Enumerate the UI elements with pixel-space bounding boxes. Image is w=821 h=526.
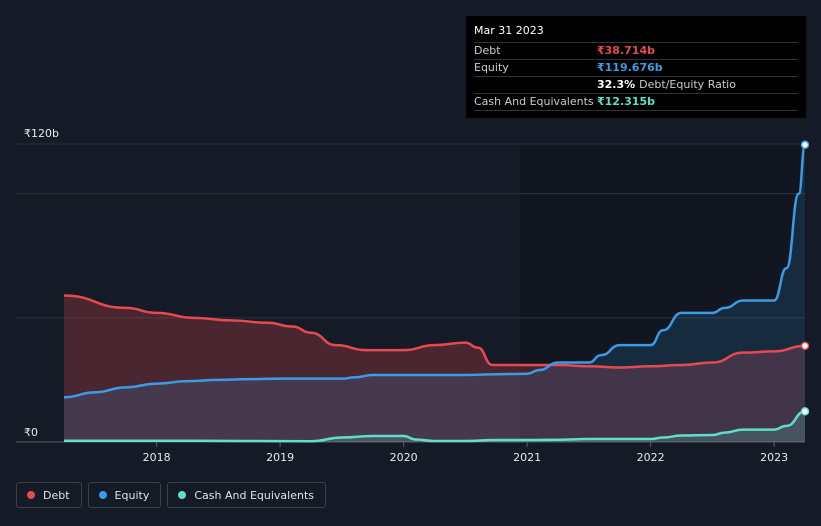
- series-area-debt: [64, 295, 805, 442]
- legend-label: Cash And Equivalents: [194, 488, 314, 502]
- tooltip-label: Equity: [474, 61, 509, 74]
- tooltip-date: Mar 31 2023: [474, 24, 544, 37]
- tooltip-row-equity: Equity ₹119.676b: [474, 59, 798, 76]
- x-tick-label: 2022: [637, 451, 665, 464]
- series-endpoint-marker: [800, 341, 810, 351]
- tooltip-value: ₹12.315b: [597, 95, 655, 108]
- tooltip-value: 32.3%: [597, 78, 636, 91]
- tooltip-label: Debt: [474, 44, 501, 57]
- legend-item-cash[interactable]: Cash And Equivalents: [167, 482, 326, 508]
- tooltip-label: [474, 77, 597, 93]
- x-tick-label: 2019: [266, 451, 294, 464]
- tooltip-label: Cash And Equivalents: [474, 95, 594, 108]
- legend-item-debt[interactable]: Debt: [16, 482, 82, 508]
- legend-item-equity[interactable]: Equity: [87, 482, 162, 508]
- y-tick-label: ₹120b: [24, 127, 59, 140]
- tooltip-panel: Mar 31 2023 Debt ₹38.714b Equity ₹119.67…: [466, 16, 806, 118]
- legend-label: Debt: [43, 488, 70, 502]
- x-tick-label: 2021: [513, 451, 541, 464]
- legend-dot-icon: [27, 491, 35, 499]
- tooltip-row-ratio: 32.3% Debt/Equity Ratio: [474, 76, 798, 93]
- series-area-cash-and-equivalents: [64, 411, 805, 442]
- legend-dot-icon: [98, 491, 107, 499]
- x-tick-label: 2023: [760, 451, 788, 464]
- series-line-cash-and-equivalents: [64, 410, 806, 443]
- x-tick-label: 2020: [390, 451, 418, 464]
- tooltip-suffix: Debt/Equity Ratio: [639, 78, 736, 91]
- series-line-debt: [63, 294, 806, 369]
- x-tick-label: 2018: [143, 451, 171, 464]
- y-tick-label: ₹0: [24, 426, 38, 439]
- legend-dot-icon: [178, 491, 187, 499]
- tooltip-value: ₹38.714b: [597, 44, 655, 57]
- chart-legend: Debt Equity Cash And Equivalents: [16, 482, 326, 508]
- tooltip-row-cash: Cash And Equivalents ₹12.315b: [474, 93, 798, 111]
- legend-label: Equity: [114, 488, 150, 502]
- series-line-equity: [63, 143, 807, 399]
- tooltip-row-debt: Debt ₹38.714b: [474, 42, 798, 59]
- tooltip-value: ₹119.676b: [597, 61, 663, 74]
- series-endpoint-marker: [800, 140, 810, 150]
- series-endpoint-marker: [800, 407, 810, 416]
